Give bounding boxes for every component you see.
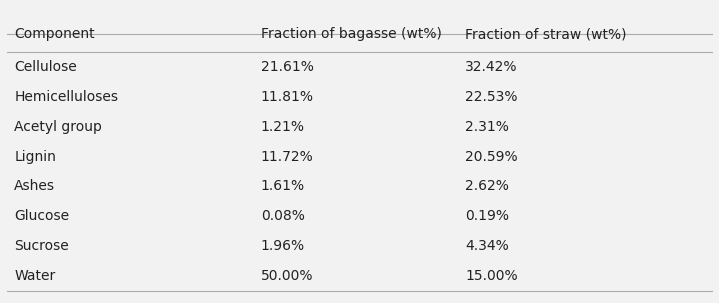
Text: Sucrose: Sucrose <box>14 239 69 253</box>
Text: 0.19%: 0.19% <box>465 209 509 223</box>
Text: Lignin: Lignin <box>14 150 56 164</box>
Text: Ashes: Ashes <box>14 179 55 194</box>
Text: Hemicelluloses: Hemicelluloses <box>14 90 118 104</box>
Text: 22.53%: 22.53% <box>465 90 518 104</box>
Text: 2.31%: 2.31% <box>465 120 509 134</box>
Text: 1.21%: 1.21% <box>261 120 305 134</box>
Text: 0.08%: 0.08% <box>261 209 305 223</box>
Text: 1.96%: 1.96% <box>261 239 305 253</box>
Text: Fraction of straw (wt%): Fraction of straw (wt%) <box>465 27 627 41</box>
Text: Water: Water <box>14 269 55 283</box>
Text: 50.00%: 50.00% <box>261 269 313 283</box>
Text: Acetyl group: Acetyl group <box>14 120 102 134</box>
Text: Glucose: Glucose <box>14 209 69 223</box>
Text: 32.42%: 32.42% <box>465 60 518 74</box>
Text: 15.00%: 15.00% <box>465 269 518 283</box>
Text: 4.34%: 4.34% <box>465 239 509 253</box>
Text: 11.81%: 11.81% <box>261 90 314 104</box>
Text: 20.59%: 20.59% <box>465 150 518 164</box>
Text: Component: Component <box>14 27 95 41</box>
Text: Cellulose: Cellulose <box>14 60 77 74</box>
Text: 2.62%: 2.62% <box>465 179 509 194</box>
Text: 1.61%: 1.61% <box>261 179 305 194</box>
Text: Fraction of bagasse (wt%): Fraction of bagasse (wt%) <box>261 27 441 41</box>
Text: 11.72%: 11.72% <box>261 150 313 164</box>
Text: 21.61%: 21.61% <box>261 60 313 74</box>
